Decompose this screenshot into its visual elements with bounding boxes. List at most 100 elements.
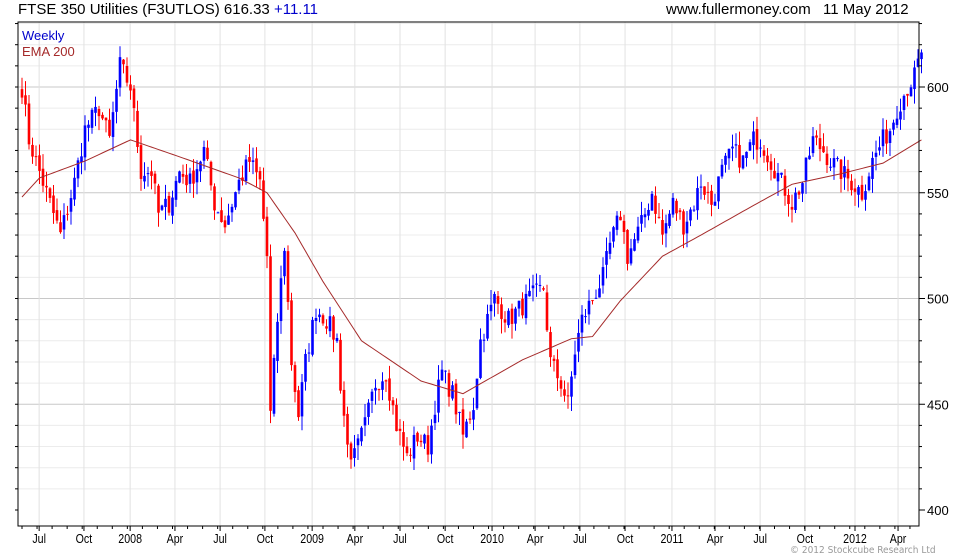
candle-up xyxy=(696,188,699,211)
site-link[interactable]: www.fullermoney.com xyxy=(666,1,811,18)
candle-up xyxy=(440,369,444,381)
candle-down xyxy=(52,195,55,213)
candle-up xyxy=(237,179,241,191)
candle-down xyxy=(556,359,559,379)
candle-down xyxy=(398,428,402,431)
candle-down xyxy=(822,146,825,153)
candle-up xyxy=(87,124,90,128)
candle-down xyxy=(346,413,349,445)
candle-down xyxy=(559,380,563,389)
candle-up xyxy=(538,284,542,286)
candle-down xyxy=(31,144,34,157)
candle-down xyxy=(563,389,566,396)
candle-up xyxy=(486,313,489,339)
candle-up xyxy=(146,173,150,175)
candle-up xyxy=(528,290,531,297)
candle-up xyxy=(892,122,895,130)
candle-up xyxy=(451,385,454,399)
candle-up xyxy=(748,142,752,151)
candle-up xyxy=(727,148,731,159)
candle-down xyxy=(853,188,857,192)
candle-up xyxy=(871,157,874,179)
candle-up xyxy=(724,155,727,165)
y-tick-label: 500 xyxy=(927,292,949,307)
candle-up xyxy=(531,285,535,289)
x-tick-label: Jul xyxy=(573,531,587,546)
candle-up xyxy=(808,155,811,160)
candle-up xyxy=(731,146,734,149)
candle-down xyxy=(27,103,31,145)
x-tick-label: 2012 xyxy=(843,531,867,546)
candle-down xyxy=(55,210,59,221)
candle-up xyxy=(328,316,332,332)
candle-down xyxy=(349,443,353,460)
candle-up xyxy=(307,352,311,354)
candle-down xyxy=(321,315,325,324)
candle-down xyxy=(710,190,713,205)
candle-down xyxy=(391,400,395,406)
candle-up xyxy=(311,319,314,355)
candle-up xyxy=(692,209,696,211)
candle-down xyxy=(626,229,629,264)
candle-down xyxy=(325,326,328,329)
y-tick-label: 550 xyxy=(927,186,949,201)
candle-up xyxy=(720,164,724,177)
x-tick-label: Oct xyxy=(617,531,634,546)
candle-up xyxy=(430,425,433,455)
candle-up xyxy=(234,192,237,208)
candle-up xyxy=(629,248,633,264)
candle-down xyxy=(738,144,741,168)
candle-up xyxy=(570,376,573,397)
candle-up xyxy=(230,206,234,213)
candle-down xyxy=(248,157,251,162)
candle-down xyxy=(45,185,48,188)
candle-down xyxy=(293,365,297,392)
candle-up xyxy=(475,378,479,409)
candle-down xyxy=(839,159,843,179)
candle-up xyxy=(276,321,279,361)
candle-up xyxy=(493,293,496,304)
candle-down xyxy=(395,404,398,432)
candle-up xyxy=(752,131,755,146)
candle-down xyxy=(41,168,45,186)
candle-up xyxy=(801,183,804,194)
candle-down xyxy=(97,109,101,117)
candle-down xyxy=(38,155,41,171)
candle-up xyxy=(671,197,675,215)
candle-down xyxy=(500,304,503,319)
y-tick-label: 400 xyxy=(927,503,949,518)
candle-down xyxy=(297,390,300,418)
ema-200-line xyxy=(21,139,922,395)
candle-up xyxy=(195,169,199,183)
candle-down xyxy=(416,432,419,442)
x-tick-label: 2010 xyxy=(480,531,504,546)
candle-down xyxy=(262,180,265,219)
candle-up xyxy=(111,112,115,137)
candle-up xyxy=(314,318,318,322)
candle-down xyxy=(622,220,626,232)
candle-up xyxy=(699,186,703,188)
candle-up xyxy=(605,251,608,265)
candle-down xyxy=(209,161,213,186)
candle-up xyxy=(188,173,192,184)
candle-up xyxy=(94,106,97,113)
candle-up xyxy=(584,316,587,318)
candle-up xyxy=(664,223,668,234)
candle-down xyxy=(678,210,682,213)
candle-down xyxy=(496,296,500,304)
candle-up xyxy=(888,131,892,144)
candle-up xyxy=(318,314,321,318)
x-tick-label: Jul xyxy=(393,531,407,546)
candle-up xyxy=(587,300,591,315)
x-tick-label: Oct xyxy=(797,531,814,546)
candle-down xyxy=(825,153,829,166)
candle-up xyxy=(69,198,73,212)
y-tick-label: 600 xyxy=(927,80,949,95)
candle-down xyxy=(48,188,52,198)
candle-up xyxy=(174,180,178,200)
candle-down xyxy=(213,186,216,211)
candle-up xyxy=(874,152,878,157)
x-tick-label: Apr xyxy=(167,531,184,546)
x-tick-label: Oct xyxy=(437,531,454,546)
candle-up xyxy=(115,88,118,112)
